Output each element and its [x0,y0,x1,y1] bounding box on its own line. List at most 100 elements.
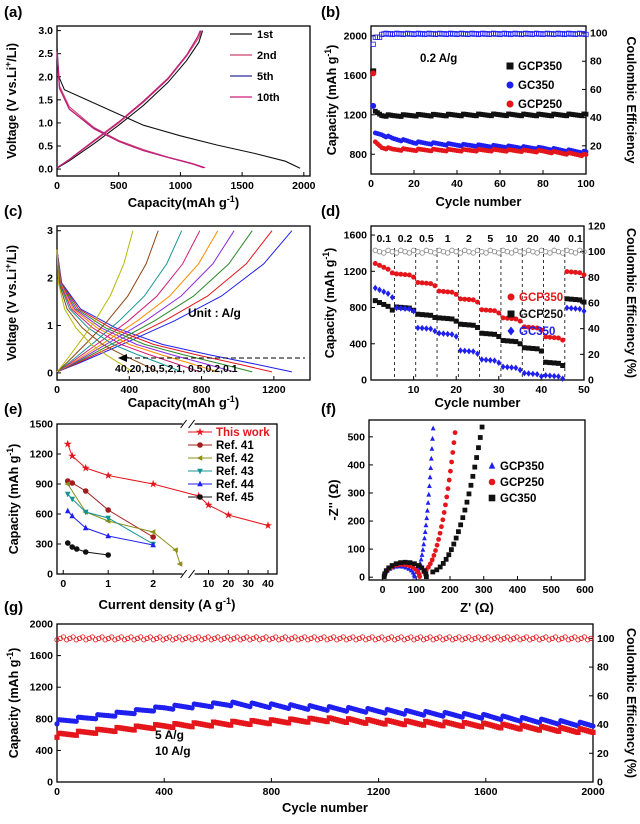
series-point-GCP250 [445,316,451,322]
series-point-GCP250 [555,360,561,366]
x-tick-label: 0 [380,584,386,596]
series-point-GC350 [453,535,459,541]
efficiency-point [121,637,128,643]
series-point-GCP250 [427,561,433,567]
efficiency-point [125,635,131,641]
x-tick-label: 20 [450,384,462,396]
series-point-Ref. 43 [69,496,76,503]
efficiency-point [395,635,401,641]
series-point-GC350 [394,304,400,312]
series-point-GC350 [521,369,527,377]
y-tick-label: 600 [35,509,53,521]
series-point-GC350 [479,424,485,430]
series-point-Ref. 42 [64,481,70,487]
efficiency-point [432,250,438,256]
series-point-GCP250 [457,321,463,327]
x-tick-label: 800 [193,384,211,396]
y-tick-label: 0 [47,777,53,789]
series-point-GC350 [534,370,540,378]
series-point-GCP250 [440,315,446,321]
series-point-GC350 [462,347,468,355]
y-tick-label: 100 [347,544,365,556]
efficiency-point [530,635,536,641]
x-axis-title-part: ) [231,597,235,612]
efficiency-point [334,637,340,643]
rate-label: 2 [466,233,472,245]
series-label-5Ag: 5 A/g [155,728,184,742]
series-line-2nd-discharge [56,51,206,169]
series-point-GC350 [476,445,481,451]
series-point-Ref. 42 [176,561,183,567]
legend-label: GC350 [518,80,554,92]
y-tick-label: 300 [347,487,365,499]
series-point-GCP350 [421,541,427,547]
efficiency-point [179,637,186,643]
annotation-unit: Unit : A/g [188,306,241,320]
y2-tick-label: 40 [597,719,609,731]
series-point-GCP250 [496,334,502,340]
series-point-GCP350 [517,318,523,324]
efficiency-point [257,637,263,643]
efficiency-point [292,634,298,640]
series-point-10 A/g [556,728,562,734]
series-point-GC350 [445,330,451,338]
series-point-GCP250 [543,359,549,365]
series-point-GCP250 [445,486,451,492]
x-tick-label: 400 [121,384,139,396]
series-point-This work [104,471,113,479]
series-point-GC350 [423,574,429,580]
axis-break-mark [188,419,196,429]
series-point-GC350 [564,304,570,312]
efficiency-point [253,634,259,640]
x-tick-label: 80 [537,178,549,190]
series-point-5 A/g [131,711,137,717]
efficiency-point [401,637,407,643]
series-point-GC350 [446,552,452,558]
efficiency-point [433,635,440,641]
efficiency-point [128,634,134,640]
legend-label: Ref. 41 [216,440,254,452]
x-tick-label: 400 [509,584,527,596]
series-point-10 A/g [112,728,118,735]
x-tick-label: 30 [242,578,254,590]
efficiency-point [99,634,105,640]
series-point-GCP250 [428,312,434,318]
series-point-GCP250 [479,330,485,336]
y2-tick-label: 20 [590,140,602,152]
panel-letter: (f) [321,401,336,418]
series-point-GC350 [407,560,413,566]
series-point-GCP250 [538,348,544,354]
efficiency-point [330,634,337,640]
efficiency-point [462,635,469,641]
series-point-GCP250 [444,494,450,500]
series-point-GC350 [448,547,454,553]
y2-tick-label: 0 [588,375,594,387]
efficiency-point [276,637,282,643]
series-point-GCP250 [452,430,458,436]
y-tick-label: 300 [35,539,53,551]
series-point-GCP250 [504,338,510,344]
curve-charge-10 [56,230,183,373]
x-tick-label: 40 [262,578,274,590]
x-axis-title-part: -1 [227,194,235,204]
series-point-GCP250 [432,314,438,320]
efficiency-point [269,635,276,641]
x-tick-label: 400 [155,786,173,798]
series-point-GCP350 [564,269,570,275]
series-point-GCP350 [470,297,476,303]
legend-label: 1st [257,29,273,41]
legend-label: Ref. 45 [216,492,254,504]
series-point-Ref. 41 [82,488,89,494]
y-tick-label: 1 [47,320,53,332]
y-tick-label: 0 [47,569,53,581]
efficiency-point [559,635,565,641]
series-point-GCP350 [429,445,435,451]
series-point-GCP350 [432,283,438,289]
efficiency-point [109,634,115,640]
series-point-10 A/g [228,722,234,728]
legend-marker [197,468,203,475]
series-point-5 A/g [150,708,157,714]
series-point-GCP250 [436,315,442,321]
series-point-GCP250 [439,524,444,530]
